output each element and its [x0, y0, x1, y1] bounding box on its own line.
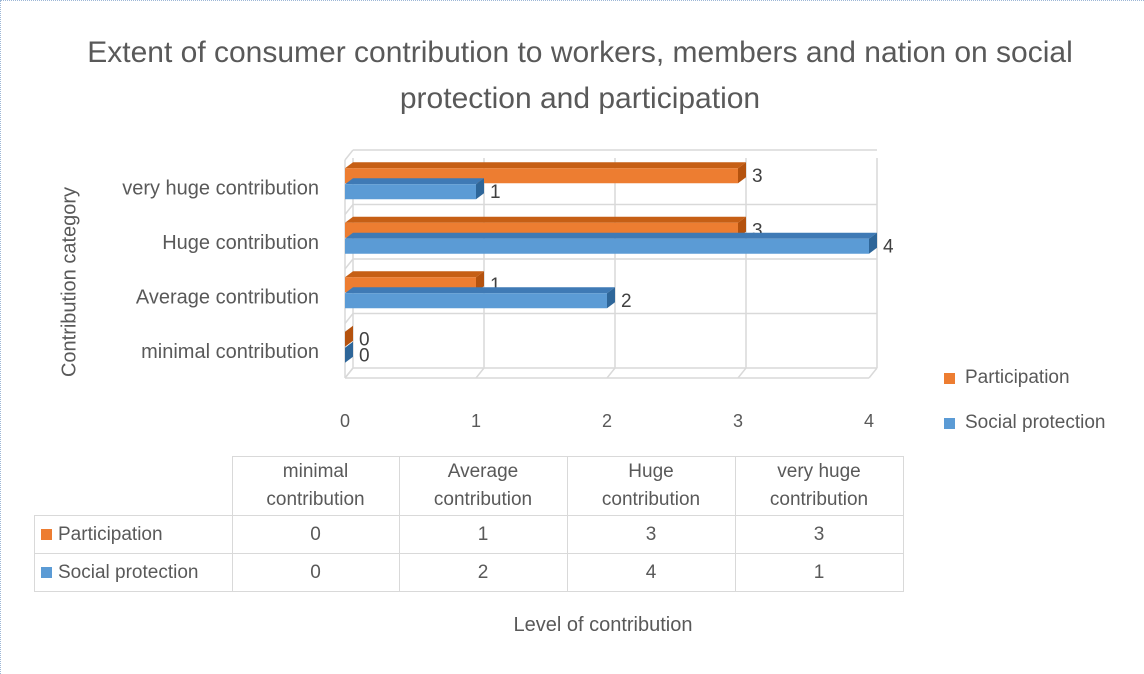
x-tick-label: 0 — [340, 411, 350, 431]
legend-label-social-protection: Social protection — [965, 412, 1106, 433]
legend-label-participation: Participation — [965, 367, 1070, 388]
data-label-participation: 1 — [490, 275, 501, 296]
x-tick-label: 1 — [471, 411, 481, 431]
y-tick-label: minimal contribution — [141, 341, 319, 363]
bar-top-participation — [345, 162, 746, 169]
legend: Participation Social protection — [944, 366, 1105, 456]
bar-top-participation — [345, 271, 484, 278]
data-table: minimal contribution Average contributio… — [34, 456, 904, 592]
gridline-floor-edge — [868, 367, 878, 379]
data-label-social-protection: 0 — [359, 345, 370, 366]
gridline-floor-edge — [475, 367, 485, 379]
gridline-floor-edge — [606, 367, 616, 379]
data-table-row-social-protection: Social protection 0 2 4 1 — [34, 553, 904, 592]
bar-side-participation — [476, 271, 484, 293]
data-label-participation: 3 — [752, 166, 763, 187]
data-table-cell: 3 — [566, 515, 736, 554]
bar-top-social-protection — [345, 178, 484, 185]
side-wall-edge — [344, 204, 354, 215]
y-tick-label: Average contribution — [136, 286, 319, 308]
bar-social-protection — [345, 184, 476, 200]
x-tick-label: 4 — [864, 411, 874, 431]
side-wall-edge — [344, 258, 354, 270]
bar-top-social-protection — [345, 287, 615, 294]
data-label-social-protection: 4 — [883, 236, 894, 257]
data-table-cell: 4 — [566, 553, 736, 592]
x-tick-label: 2 — [602, 411, 612, 431]
side-wall-edge — [344, 149, 354, 161]
data-table-cell: 0 — [231, 553, 400, 592]
header-line: contribution — [769, 489, 869, 510]
data-table-cell: 0 — [231, 515, 400, 554]
data-table-cell: 2 — [398, 553, 568, 592]
data-table-header-row: minimal contribution Average contributio… — [34, 456, 904, 516]
legend-swatch-social-protection — [944, 417, 955, 429]
data-table-corner — [34, 456, 233, 516]
data-table-header: Huge contribution — [566, 456, 736, 516]
data-table-row-header: Social protection — [34, 553, 233, 592]
bar-top-social-protection — [345, 232, 877, 239]
x-axis-title: Level of contribution — [513, 614, 693, 636]
data-label-participation: 3 — [752, 220, 763, 241]
data-table-cell: 3 — [734, 515, 904, 554]
gridline-floor-edge — [737, 367, 747, 379]
y-tick-label: Huge contribution — [162, 232, 319, 254]
header-line: Average — [447, 461, 519, 482]
y-tick-label: very huge contribution — [122, 177, 319, 199]
bar-side-participation — [738, 216, 746, 238]
data-table-header: Average contribution — [398, 456, 568, 516]
side-wall-edge — [344, 313, 354, 324]
bar-social-protection — [345, 293, 607, 309]
chart-title: Extent of consumer contribution to worke… — [87, 36, 1073, 115]
x-tick-label: 3 — [733, 411, 743, 431]
bar-social-protection — [345, 238, 869, 254]
data-label-participation: 0 — [359, 329, 370, 350]
header-line: Huge — [628, 461, 674, 482]
bar-side-social-protection — [345, 341, 353, 363]
data-table-cell: 1 — [398, 515, 568, 554]
table-swatch-participation — [41, 528, 52, 540]
header-line: contribution — [433, 489, 533, 510]
data-table-row-header: Participation — [34, 515, 233, 554]
legend-swatch-participation — [944, 372, 955, 384]
data-table-header: very huge contribution — [734, 456, 904, 516]
header-line: minimal — [282, 461, 349, 482]
data-label-social-protection: 1 — [490, 182, 501, 203]
bar-side-participation — [738, 162, 746, 184]
legend-item-participation: Participation — [944, 366, 1105, 390]
header-line: very huge — [777, 461, 861, 482]
legend-item-social-protection: Social protection — [944, 411, 1105, 435]
data-table-header: minimal contribution — [231, 456, 400, 516]
bar-side-social-protection — [476, 178, 484, 200]
bar-top-participation — [345, 216, 746, 223]
bar-side-social-protection — [607, 287, 615, 309]
bar-side-participation — [345, 325, 353, 347]
side-wall-edge — [344, 367, 354, 379]
table-swatch-social-protection — [41, 566, 52, 578]
header-line: contribution — [266, 489, 365, 510]
row-label: Participation — [58, 523, 163, 545]
row-label: Social protection — [58, 561, 199, 583]
header-line: contribution — [601, 489, 701, 510]
data-label-social-protection: 2 — [621, 291, 632, 312]
data-table-row-participation: Participation 0 1 3 3 — [34, 515, 904, 554]
bar-side-social-protection — [869, 232, 877, 254]
data-table-cell: 1 — [734, 553, 904, 592]
